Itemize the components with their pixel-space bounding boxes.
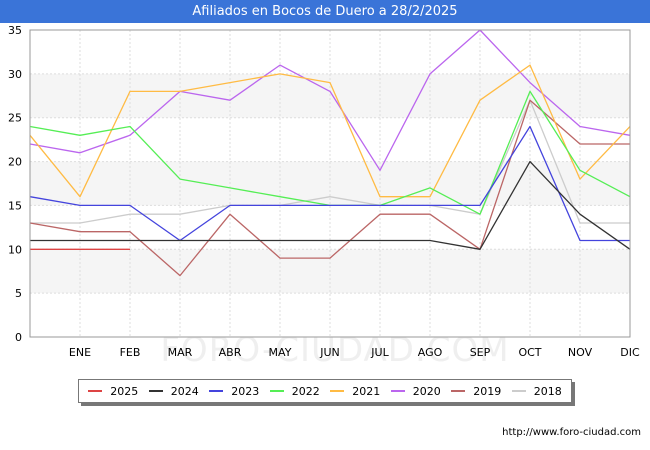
x-tick-label: NOV (568, 346, 593, 359)
legend-item-2022: 2022 (269, 384, 320, 398)
x-tick-label: JUL (370, 346, 389, 359)
plot-frame (29, 29, 631, 338)
legend-label: 2025 (110, 384, 139, 398)
x-tick-label: DIC (620, 346, 640, 359)
legend-item-2018: 2018 (511, 384, 562, 398)
legend: 2025 2024 2023 2022 2021 2020 2019 2018 (78, 379, 572, 403)
y-tick-label: 30 (8, 68, 22, 81)
legend-item-2020: 2020 (390, 384, 441, 398)
y-tick-label: 10 (8, 243, 22, 256)
legend-label: 2019 (473, 384, 502, 398)
legend-swatch (330, 390, 345, 392)
legend-item-2023: 2023 (209, 385, 259, 398)
y-tick-label: 0 (15, 331, 22, 344)
legend-swatch (269, 390, 284, 392)
x-tick-label: MAR (168, 346, 193, 359)
y-tick-label: 15 (8, 199, 22, 212)
axes (29, 29, 631, 338)
legend-label: 2023 (231, 384, 260, 398)
series-line-2024 (30, 160, 631, 250)
line-chart: 0 5 10 15 20 25 30 35 ENE FEB MAR ABR MAY JUN JUL AGO S… (8, 24, 640, 359)
x-tick-label: FEB (120, 346, 141, 359)
x-tick-label: ENE (69, 346, 91, 359)
legend-swatch (390, 390, 405, 392)
x-tick-label: MAY (269, 346, 292, 359)
legend-item-2019: 2019 (451, 385, 501, 398)
series-line-2019 (29, 99, 630, 277)
x-tick-label: OCT (518, 346, 541, 359)
y-tick-labels: 0 5 10 15 20 25 30 35 (8, 24, 22, 344)
y-tick-label: 20 (8, 156, 22, 169)
x-tick-label: JUN (319, 346, 340, 359)
y-tick-label: 25 (8, 112, 22, 125)
legend-swatch (451, 390, 466, 392)
legend-swatch (148, 390, 163, 392)
series-line-2021 (29, 64, 631, 198)
series-line-2023 (29, 125, 630, 242)
y-tick-label: 35 (8, 24, 22, 37)
series-lines (29, 29, 631, 277)
legend-swatch (511, 390, 526, 392)
legend-item-2024: 2024 (148, 384, 199, 398)
legend-swatch (209, 390, 224, 392)
x-tick-label: AGO (418, 346, 443, 359)
legend-swatch (88, 390, 103, 392)
x-tick-labels: ENE FEB MAR ABR MAY JUN JUL AGO SEP OCT NOV DIC (69, 346, 640, 359)
legend-label: 2020 (412, 384, 441, 398)
y-tick-label: 5 (15, 287, 22, 300)
legend-label: 2022 (291, 384, 320, 398)
legend-label: 2024 (170, 384, 199, 398)
source-url[interactable]: http://www.foro-ciudad.com (502, 427, 641, 438)
x-tick-label: ABR (219, 346, 242, 359)
legend-item-2025: 2025 (88, 385, 138, 398)
chart-title: Afiliados en Bocos de Duero a 28/2/2025 (192, 4, 458, 19)
series-line-2020 (29, 29, 631, 171)
x-tick-label: SEP (470, 346, 491, 359)
legend-item-2021: 2021 (330, 385, 380, 398)
legend-label: 2021 (352, 384, 381, 398)
title-bar (0, 0, 650, 23)
legend-label: 2018 (533, 384, 562, 398)
